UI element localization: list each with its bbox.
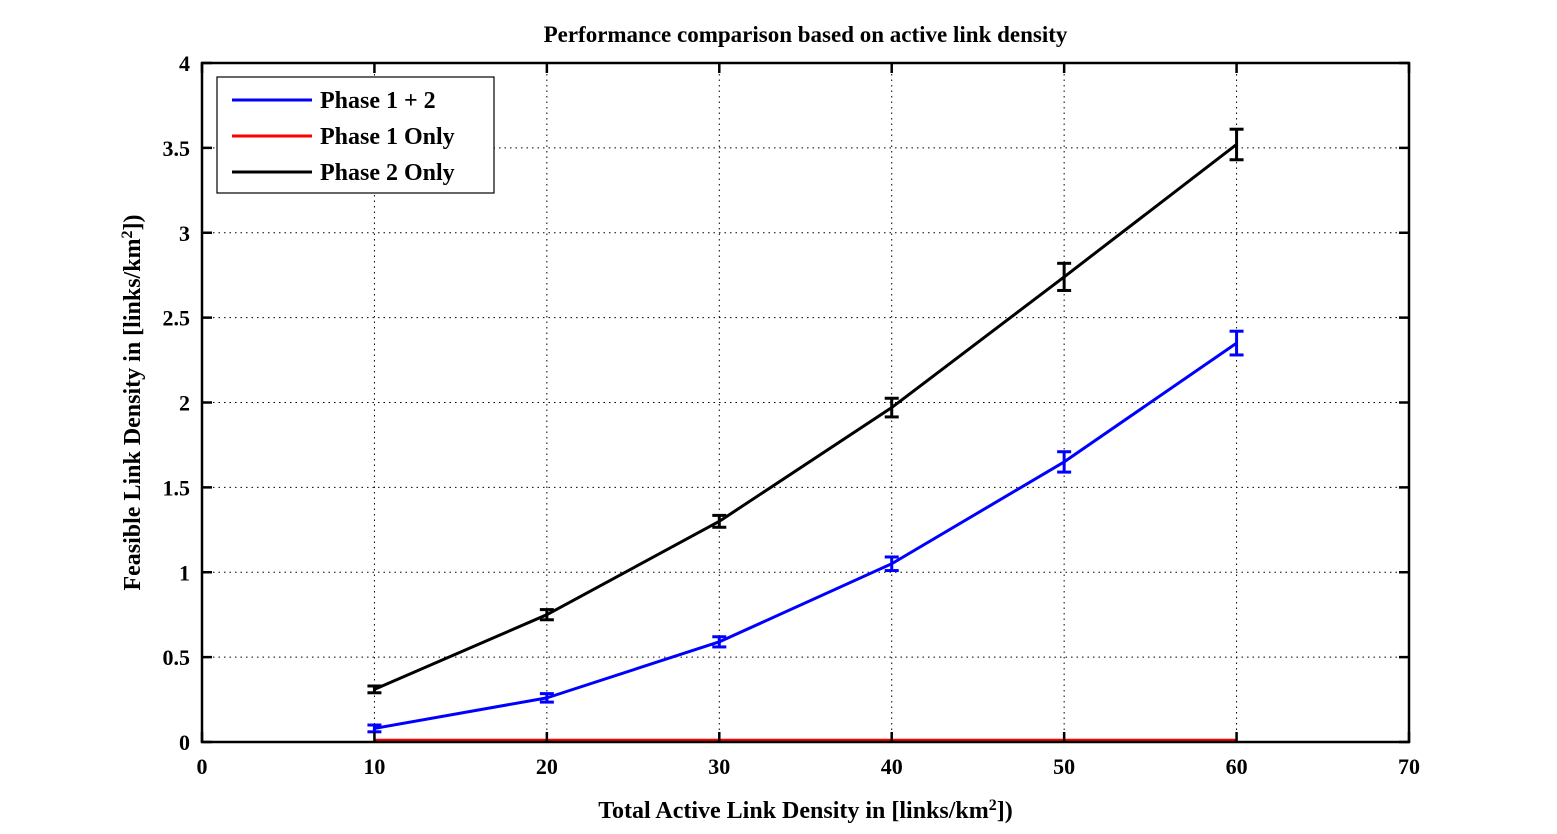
error-bar [884, 396, 899, 419]
x-tick-label: 50 [1053, 754, 1075, 779]
legend-label: Phase 2 Only [320, 160, 455, 186]
legend-entry: Phase 2 Only [232, 160, 455, 186]
tick-labels: 0 10 20 30 40 50 60 70 0 0.5 1 1.5 2 2.5 3 3.5 4 [163, 51, 1421, 779]
series-line [374, 341, 1238, 730]
x-tick-label: 60 [1226, 754, 1248, 779]
legend-entry: Phase 1 + 2 [232, 88, 436, 114]
error-bar [712, 513, 727, 529]
y-tick-label: 0.5 [163, 645, 191, 670]
x-tick-label: 70 [1398, 754, 1420, 779]
x-tick-label: 30 [708, 754, 730, 779]
x-tick-label: 10 [363, 754, 385, 779]
legend-entries: Phase 1 + 2 Phase 1 Only Phase 2 Only [232, 88, 455, 186]
x-tick-label: 40 [881, 754, 903, 779]
legend: Phase 1 + 2 Phase 1 Only Phase 2 Only [216, 76, 495, 194]
legend-label: Phase 1 + 2 [320, 88, 436, 114]
y-tick-label: 0 [179, 730, 190, 755]
y-tick-label: 3.5 [163, 136, 191, 161]
series-phase-2-only [367, 127, 1244, 695]
error-bar [367, 684, 382, 695]
x-axis-label-superscript: 2 [989, 797, 997, 814]
series-line [373, 143, 1238, 691]
series-phase-1-2 [367, 329, 1244, 734]
x-axis-label: Total Active Link Density in [links/km2]… [598, 797, 1013, 825]
error-bar [1057, 261, 1072, 292]
x-tick-label: 0 [197, 754, 208, 779]
legend-entry: Phase 1 Only [232, 124, 455, 150]
y-axis-label: Feasible Link Density in [links/km2]) [119, 214, 147, 590]
x-tick-label: 20 [536, 754, 558, 779]
y-axis-label-superscript: 2 [119, 230, 136, 238]
x-axis-label-suffix: ]) [997, 798, 1013, 824]
y-tick-label: 2.5 [163, 306, 191, 331]
error-bar [1229, 127, 1244, 162]
y-axis-label-suffix: ]) [120, 214, 146, 230]
error-bar [367, 723, 382, 734]
y-tick-label: 1 [179, 560, 190, 585]
error-bar [884, 555, 899, 573]
error-bar [539, 608, 554, 622]
error-bar [1057, 450, 1072, 474]
error-bar [1229, 329, 1244, 357]
x-axis-label-text: Total Active Link Density in [links/km [598, 798, 989, 824]
chart-title: Performance comparison based on active l… [544, 22, 1068, 47]
y-axis-label-text: Feasible Link Density in [links/km [120, 238, 146, 590]
axis-ticks [200, 61, 1411, 744]
plot-series [367, 127, 1244, 742]
legend-label: Phase 1 Only [320, 124, 455, 150]
error-bar [539, 692, 554, 704]
error-bar [712, 635, 727, 649]
y-tick-label: 1.5 [163, 475, 191, 500]
y-tick-label: 4 [179, 51, 190, 76]
y-tick-label: 2 [179, 391, 190, 416]
y-tick-label: 3 [179, 221, 190, 246]
